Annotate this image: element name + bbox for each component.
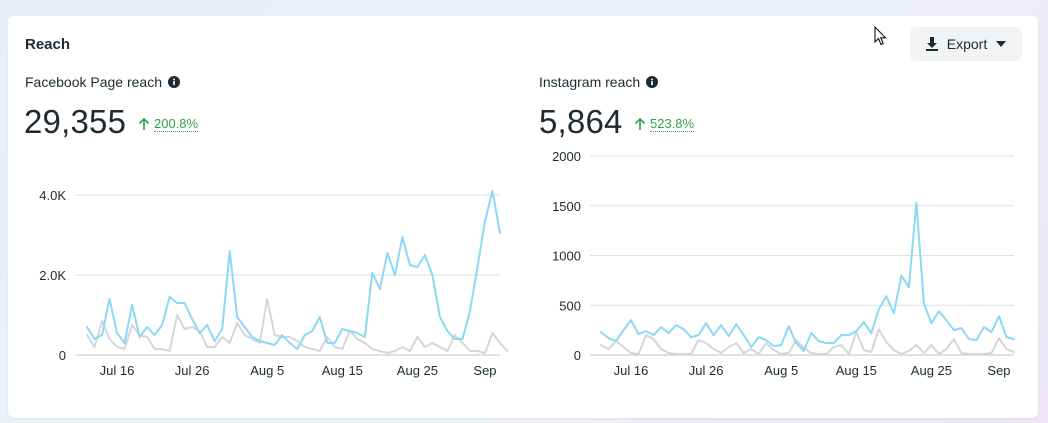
x-tick-label: Jul 16 bbox=[614, 363, 649, 378]
instagram-reach-label: Instagram reach bbox=[539, 74, 659, 90]
facebook-reach-change-value: 200.8% bbox=[154, 116, 199, 132]
instagram-reach-change-value: 523.8% bbox=[650, 116, 695, 132]
x-tick-label: Jul 26 bbox=[175, 363, 210, 378]
y-tick-label: 4.0K bbox=[39, 188, 66, 203]
y-tick-label: 0 bbox=[59, 348, 66, 363]
caret-down-icon bbox=[996, 41, 1007, 47]
x-tick-label: Aug 25 bbox=[911, 363, 952, 378]
series-line-current[interactable] bbox=[600, 201, 1015, 352]
series-line-previous[interactable] bbox=[600, 328, 1015, 355]
x-tick-label: Aug 25 bbox=[397, 363, 438, 378]
facebook-reach-value: 29,355 bbox=[24, 103, 127, 140]
export-button[interactable]: Export bbox=[910, 27, 1022, 61]
y-tick-label: 0 bbox=[574, 348, 581, 363]
facebook-reach-label: Facebook Page reach bbox=[25, 74, 180, 90]
info-icon[interactable] bbox=[167, 76, 180, 88]
x-tick-label: Aug 15 bbox=[322, 363, 363, 378]
x-tick-label: Aug 15 bbox=[836, 363, 877, 378]
x-tick-label: Aug 5 bbox=[250, 363, 284, 378]
series-line-current[interactable] bbox=[86, 190, 501, 350]
y-tick-label: 1500 bbox=[552, 199, 581, 214]
info-icon[interactable] bbox=[646, 76, 659, 88]
facebook-reach-change: 200.8% bbox=[138, 116, 199, 132]
mouse-cursor-icon bbox=[874, 26, 887, 46]
x-tick-label: Sep bbox=[473, 363, 496, 378]
instagram-reach-change: 523.8% bbox=[634, 116, 695, 132]
x-tick-label: Sep bbox=[987, 363, 1010, 378]
x-tick-label: Aug 5 bbox=[764, 363, 798, 378]
arrow-up-icon bbox=[138, 118, 150, 130]
x-tick-label: Jul 26 bbox=[689, 363, 724, 378]
arrow-up-icon bbox=[634, 118, 646, 130]
x-tick-label: Jul 16 bbox=[100, 363, 135, 378]
download-icon bbox=[925, 37, 938, 51]
reach-card: Reach Export Facebook Page reach 29,355 … bbox=[8, 16, 1038, 418]
instagram-reach-value: 5,864 bbox=[539, 103, 623, 140]
instagram-reach-label-text: Instagram reach bbox=[539, 74, 641, 90]
card-title: Reach bbox=[25, 36, 71, 53]
facebook-reach-label-text: Facebook Page reach bbox=[25, 74, 162, 90]
series-line-previous[interactable] bbox=[86, 298, 509, 354]
y-tick-label: 2.0K bbox=[39, 268, 66, 283]
y-tick-label: 1000 bbox=[552, 249, 581, 264]
y-tick-label: 500 bbox=[559, 298, 581, 313]
y-tick-label: 2000 bbox=[552, 149, 581, 164]
export-label: Export bbox=[946, 36, 988, 52]
